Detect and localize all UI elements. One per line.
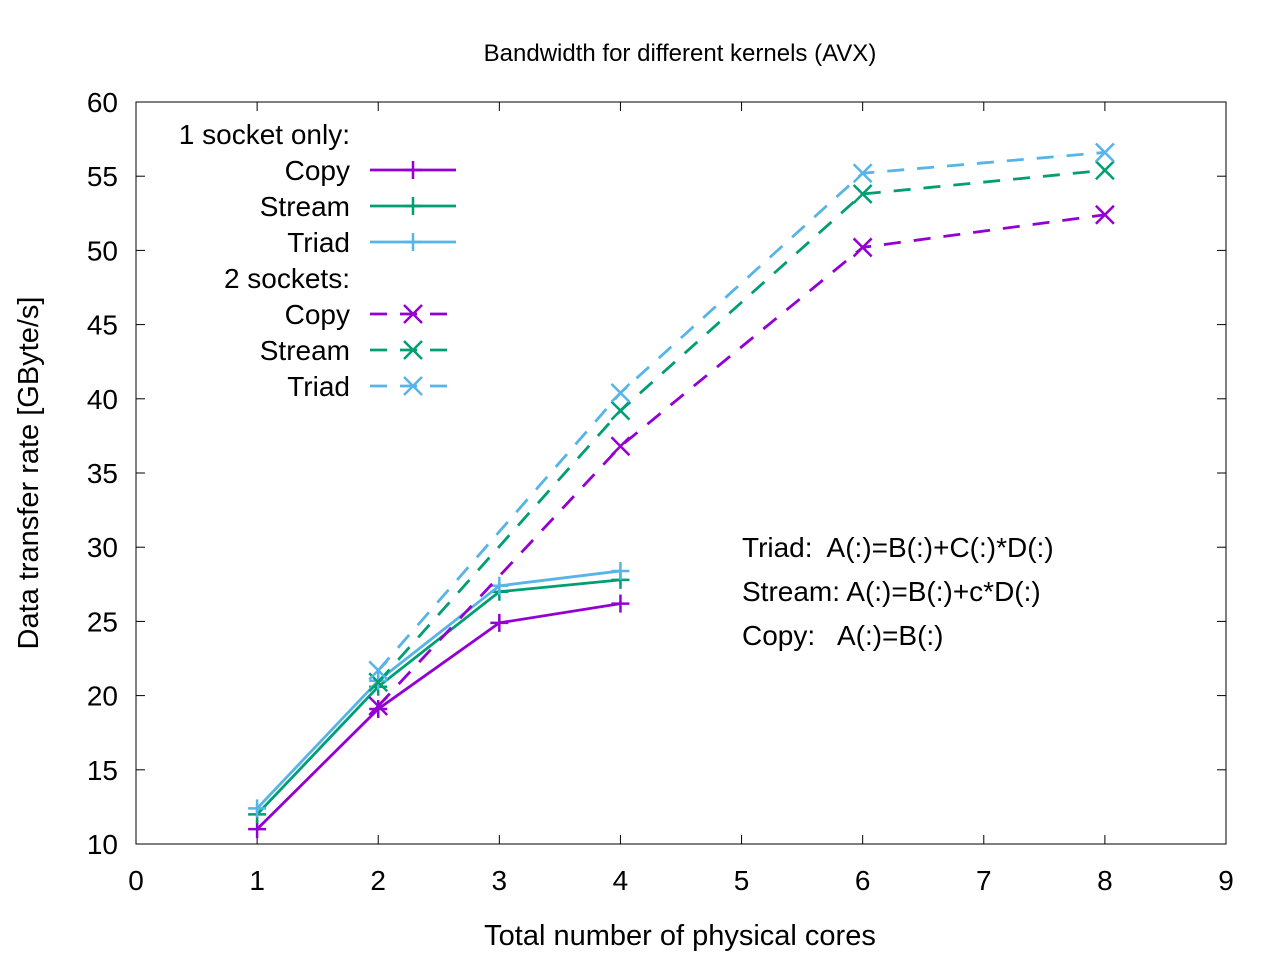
- data-point: [852, 184, 873, 204]
- data-point: [610, 400, 631, 421]
- y-tick-label: 45: [87, 310, 118, 341]
- y-tick-label: 20: [87, 681, 118, 712]
- series-line: [256, 602, 621, 831]
- y-tick-label: 50: [87, 235, 118, 266]
- legend-marker: [403, 304, 423, 324]
- annotation-line: Triad: A(:)=B(:)+C(:)*D(:): [742, 532, 1054, 563]
- x-tick-label: 5: [734, 865, 750, 896]
- legend-label: Stream: [260, 191, 350, 222]
- annotation-line: Copy: A(:)=B(:): [742, 620, 944, 651]
- legend-label: Triad: [287, 371, 350, 402]
- series-line: [256, 569, 621, 810]
- x-axis-label: Total number of physical cores: [484, 920, 876, 952]
- data-point: [368, 660, 389, 681]
- y-axis-label: Data transfer rate [GByte/s]: [13, 297, 45, 650]
- series-line: [377, 213, 1106, 707]
- series-layer: [248, 142, 1115, 839]
- legend-marker: [403, 376, 423, 396]
- data-point: [1095, 204, 1115, 225]
- x-tick-label: 9: [1218, 865, 1234, 896]
- data-point: [368, 696, 389, 716]
- x-tick-label: 8: [1097, 865, 1113, 896]
- x-tick-label: 6: [855, 865, 871, 896]
- series-2sockets-stream: [368, 160, 1115, 693]
- series-1socket-triad: [248, 561, 630, 818]
- y-tick-label: 60: [87, 87, 118, 118]
- data-point: [1095, 142, 1115, 163]
- y-tick-label: 55: [87, 161, 118, 192]
- chart-title: Bandwidth for different kernels (AVX): [484, 40, 877, 67]
- legend-heading: 1 socket only:: [179, 119, 350, 150]
- formula-annotations: Triad: A(:)=B(:)+C(:)*D(:) Stream: A(:)=B…: [742, 532, 1054, 651]
- legend-label: Triad: [287, 227, 350, 258]
- series-line: [377, 151, 1106, 672]
- legend: 1 socket only: Copy Stream Triad 2 sockets: C…: [179, 119, 456, 402]
- series-2sockets-copy: [368, 204, 1115, 716]
- series-2sockets-triad: [368, 142, 1115, 681]
- y-tick-label: 15: [87, 755, 118, 786]
- series-1socket-stream: [248, 570, 630, 824]
- y-tick-label: 35: [87, 458, 118, 489]
- data-point: [852, 237, 873, 258]
- series-1socket-copy: [248, 594, 630, 839]
- data-point: [1095, 160, 1115, 181]
- x-tick-label: 2: [370, 865, 386, 896]
- legend-marker: [403, 340, 423, 360]
- legend-heading: 2 sockets:: [224, 263, 350, 294]
- y-tick-label: 10: [87, 829, 118, 860]
- series-line: [377, 168, 1106, 684]
- y-tick-label: 30: [87, 532, 118, 563]
- annotation-line: Stream: A(:)=B(:)+c*D(:): [742, 576, 1041, 607]
- x-tick-label: 0: [128, 865, 144, 896]
- y-tick-label: 25: [87, 606, 118, 637]
- legend-label: Copy: [285, 299, 350, 330]
- x-tick-label: 4: [613, 865, 629, 896]
- data-point: [852, 163, 873, 184]
- data-point: [610, 436, 631, 457]
- y-tick-label: 40: [87, 384, 118, 415]
- x-tick-label: 3: [492, 865, 508, 896]
- x-tick-label: 7: [976, 865, 992, 896]
- legend-label: Stream: [260, 335, 350, 366]
- x-tick-label: 1: [249, 865, 265, 896]
- legend-label: Copy: [285, 155, 350, 186]
- data-point: [610, 382, 631, 403]
